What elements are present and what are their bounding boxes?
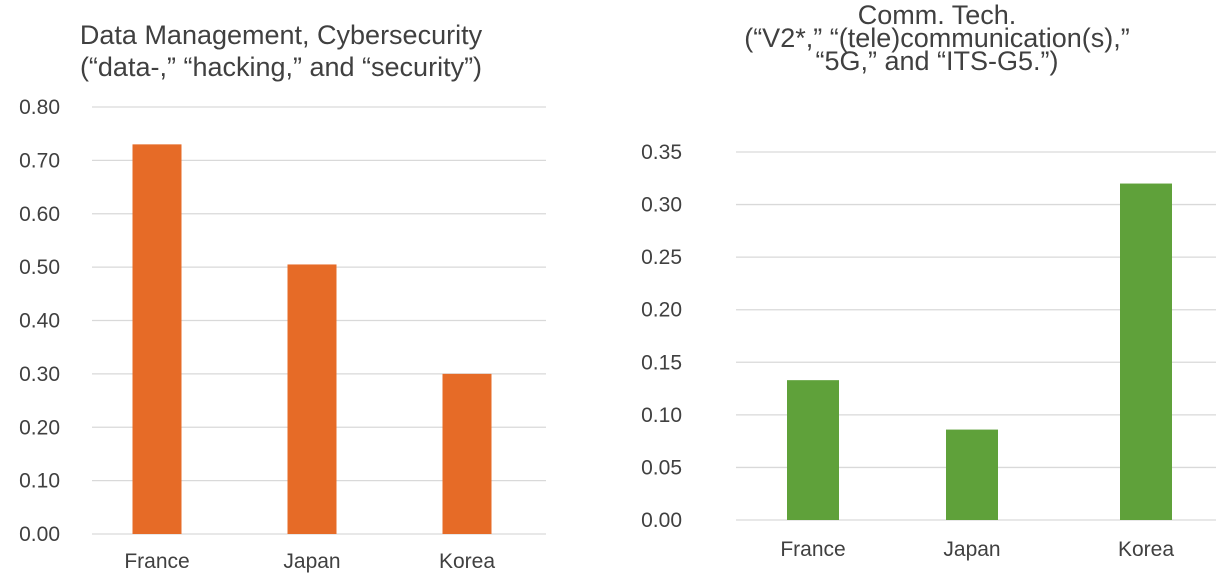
y-tick-label: 0.50: [19, 256, 60, 279]
y-tick-label: 0.60: [19, 203, 60, 226]
chart-data-management: Data Management, Cybersecurity(“data-,” …: [19, 20, 546, 573]
x-category-label: Korea: [439, 550, 495, 573]
chart-title-line: “5G,” and “ITS-G5.”): [815, 46, 1058, 76]
y-tick-label: 0.00: [641, 509, 682, 532]
y-tick-label: 0.10: [19, 470, 60, 493]
y-tick-label: 0.40: [19, 310, 60, 333]
bar-france: [132, 144, 182, 535]
y-tick-label: 0.80: [19, 96, 60, 119]
y-tick-label: 0.20: [19, 416, 60, 439]
bar-japan: [287, 264, 337, 534]
x-category-label: Japan: [943, 538, 1000, 561]
bar-japan: [946, 429, 998, 520]
y-tick-label: 0.30: [19, 363, 60, 386]
y-tick-label: 0.25: [641, 246, 682, 269]
x-category-label: France: [124, 550, 189, 573]
chart-comm-tech: Comm. Tech.(“V2*,” “(tele)communication(…: [641, 0, 1216, 561]
x-category-label: Japan: [283, 550, 340, 573]
y-tick-label: 0.30: [641, 194, 682, 217]
chart-title-line: Data Management, Cybersecurity: [80, 20, 483, 50]
y-tick-label: 0.35: [641, 141, 682, 164]
y-tick-label: 0.00: [19, 523, 60, 546]
bar-france: [787, 380, 839, 520]
y-tick-label: 0.70: [19, 149, 60, 172]
x-category-label: France: [780, 538, 845, 561]
chart-title-line: (“data-,” “hacking,” and “security”): [80, 52, 482, 82]
y-tick-label: 0.05: [641, 456, 682, 479]
chart-title-line: (“V2*,” “(tele)communication(s),”: [744, 23, 1130, 53]
x-category-label: Korea: [1118, 538, 1174, 561]
y-tick-label: 0.20: [641, 299, 682, 322]
chart-title-line: Comm. Tech.: [858, 0, 1017, 30]
bar-korea: [442, 373, 492, 534]
bar-korea: [1120, 183, 1172, 521]
y-tick-label: 0.15: [641, 351, 682, 374]
y-tick-label: 0.10: [641, 404, 682, 427]
